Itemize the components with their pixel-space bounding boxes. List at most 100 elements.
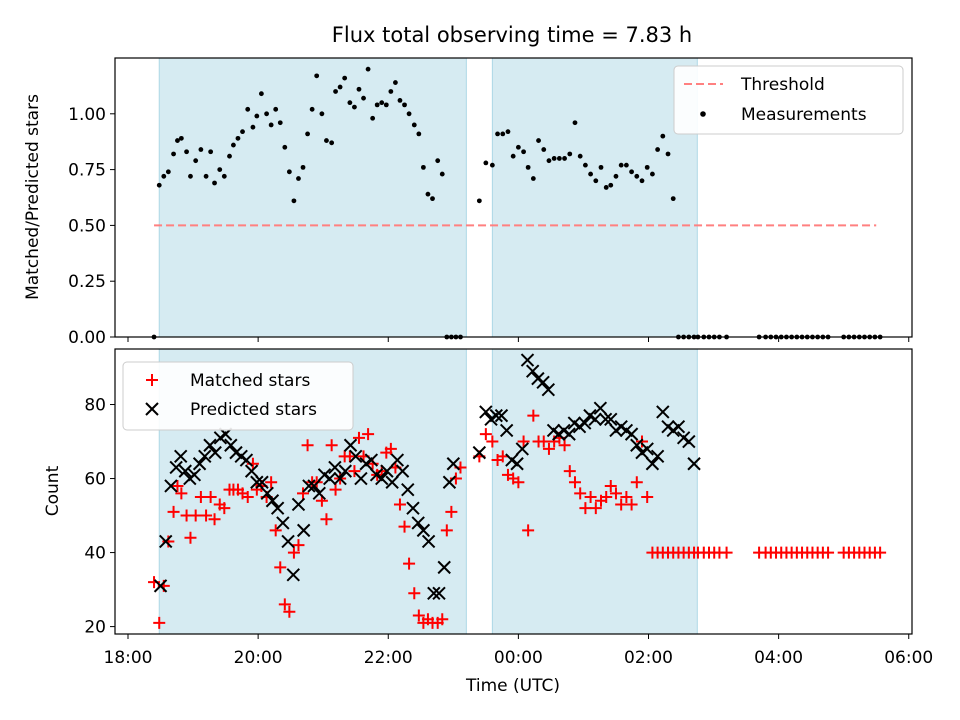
- measurement-point: [208, 149, 214, 155]
- measurement-point: [217, 167, 223, 173]
- measurement-point: [639, 178, 645, 184]
- matched-star-point: [625, 498, 638, 511]
- predicted-star-point: [281, 534, 295, 549]
- measurement-point: [425, 191, 431, 197]
- predicted-star-point: [385, 475, 399, 489]
- legend-measurements-swatch: [700, 111, 706, 117]
- measurement-point: [329, 140, 335, 146]
- predicted-star-point: [349, 449, 363, 464]
- measurement-point: [515, 144, 521, 150]
- measurement-point: [342, 75, 348, 81]
- matched-star-point: [301, 439, 314, 452]
- predicted-star-point: [286, 568, 300, 582]
- measurement-point: [495, 131, 500, 137]
- matched-star-point: [630, 476, 643, 489]
- matched-star-point: [641, 491, 654, 504]
- predicted-star-point: [153, 579, 168, 593]
- measurement-point: [402, 102, 407, 108]
- measurement-point: [212, 180, 217, 186]
- predicted-star-point: [203, 438, 217, 452]
- top-y-axis-label: Matched/Predicted stars: [23, 94, 43, 300]
- measurement-point: [634, 173, 640, 179]
- y-tick-label: 1.00: [68, 105, 106, 125]
- measurement-point: [282, 144, 288, 150]
- measurement-point: [603, 185, 609, 190]
- measurement-point: [245, 106, 251, 112]
- y-tick-label: 0.00: [68, 328, 106, 348]
- measurement-point: [337, 84, 343, 90]
- matched-star-point: [329, 483, 342, 496]
- matched-star-point: [204, 491, 217, 504]
- predicted-star-point: [588, 412, 602, 427]
- measurement-point: [198, 147, 204, 152]
- measurement-point: [435, 158, 441, 164]
- measurement-point: [184, 149, 189, 155]
- bottom-y-axis: 20 40 60 80: [84, 396, 115, 638]
- matched-star-point: [563, 465, 576, 478]
- top-x-tick-marks: [127, 337, 910, 342]
- matched-star-point: [384, 442, 397, 455]
- predicted-star-point: [421, 534, 436, 549]
- predicted-star-point: [380, 464, 394, 478]
- predicted-star-point: [192, 457, 207, 471]
- matched-star-point: [479, 428, 492, 441]
- bottom-x-axis: 18:00 20:00 22:00 00:00 02:00 04:00 06:00: [104, 634, 933, 668]
- predicted-star-point: [624, 427, 639, 441]
- predicted-star-point: [479, 405, 493, 419]
- matched-star-point: [403, 557, 416, 570]
- predicted-star-point: [593, 401, 608, 415]
- predicted-star-point: [472, 445, 487, 460]
- shaded-interval: [158, 57, 467, 338]
- predicted-star-point: [208, 445, 222, 460]
- shaded-interval: [491, 348, 698, 635]
- matched-star-point: [362, 428, 375, 441]
- measurement-point: [670, 196, 676, 202]
- predicted-star-point: [338, 464, 353, 478]
- matched-star-point: [241, 491, 254, 504]
- measurement-point: [250, 124, 256, 130]
- measurement-point: [273, 106, 279, 112]
- measurement-point: [500, 131, 506, 137]
- predicted-star-point: [178, 464, 192, 478]
- x-tick-label: 18:00: [104, 648, 153, 668]
- bottom-legend-box: [122, 361, 354, 431]
- predicted-star-point: [312, 486, 326, 501]
- predicted-star-point: [645, 457, 660, 471]
- measurement-point: [572, 120, 578, 126]
- measurement-point: [227, 153, 232, 159]
- measurement-point: [156, 182, 162, 188]
- measurement-point: [235, 135, 241, 141]
- measurement-point: [240, 129, 245, 135]
- top-legend-box: [673, 65, 904, 135]
- predicted-star-point: [364, 453, 379, 467]
- y-tick-label: 20: [84, 618, 106, 638]
- matched-star-point: [822, 546, 835, 559]
- measurement-point: [393, 80, 398, 85]
- matched-star-point: [568, 476, 581, 489]
- measurement-point: [379, 100, 385, 106]
- measurement-point: [383, 102, 389, 108]
- measurement-point: [370, 115, 376, 121]
- matched-star-point: [512, 476, 525, 489]
- bottom-series-layer: [148, 353, 887, 629]
- measurement-point: [361, 95, 366, 101]
- matched-star-point: [615, 498, 628, 511]
- measurement-point: [356, 86, 362, 92]
- predicted-star-point: [489, 408, 503, 423]
- matched-star-point: [175, 487, 188, 500]
- matched-star-point: [320, 513, 333, 526]
- predicted-star-point: [291, 497, 306, 512]
- predicted-star-point: [446, 457, 461, 471]
- measurement-point: [530, 176, 536, 181]
- matched-star-point: [274, 561, 287, 574]
- predicted-star-point: [302, 479, 316, 493]
- matched-star-point: [408, 587, 421, 600]
- top-panel: 0.00 0.25 0.50 0.75 1.00 Matched/Predicted s…: [23, 57, 913, 348]
- measurement-point: [347, 100, 353, 106]
- predicted-star-point: [682, 434, 696, 449]
- measurement-point: [178, 135, 184, 141]
- matched-star-point: [874, 546, 887, 559]
- predicted-star-point: [520, 353, 535, 367]
- measurement-point: [618, 162, 624, 168]
